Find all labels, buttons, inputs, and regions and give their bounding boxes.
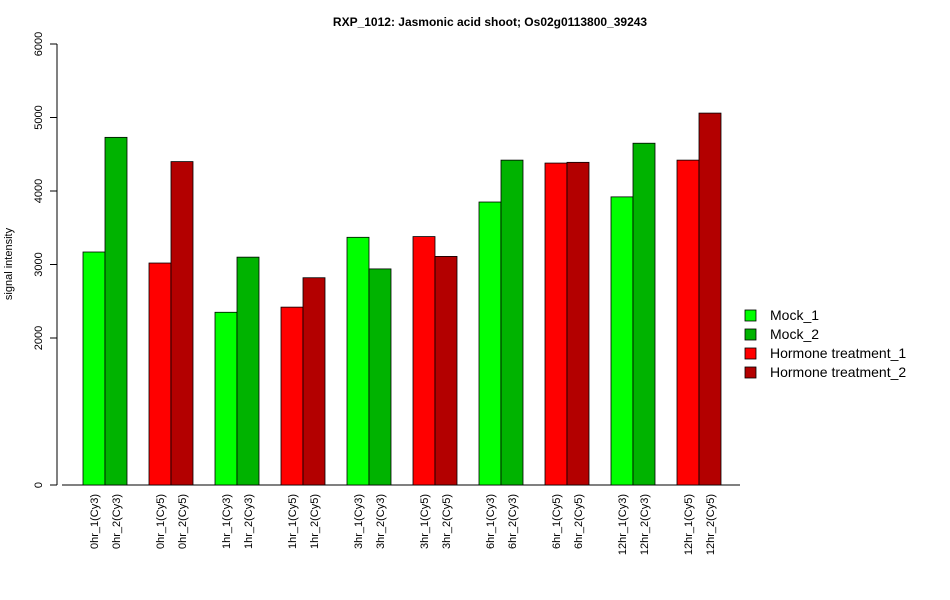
x-tick-label: 1hr_1(Cy3) <box>221 494 233 549</box>
x-tick-label: 6hr_1(Cy3) <box>485 494 497 549</box>
bar <box>148 262 172 486</box>
x-tick-label: 1hr_2(Cy3) <box>243 494 255 549</box>
y-tick-label: 2000 <box>33 326 45 350</box>
x-tick-label: 12hr_1(Cy3) <box>617 494 629 555</box>
legend-label: Mock_1 <box>770 307 819 323</box>
bar <box>478 201 502 486</box>
legend: Mock_1 Mock_2 Hormone treatment_1 Hormone t… <box>744 307 906 380</box>
bar <box>302 277 326 486</box>
legend-swatch <box>744 347 757 360</box>
y-tick-label: 3000 <box>33 252 45 276</box>
bar <box>544 162 568 486</box>
bar <box>104 136 128 486</box>
legend-label: Hormone treatment_1 <box>770 345 906 361</box>
y-tick-label: 4000 <box>33 179 45 203</box>
bar <box>412 236 436 486</box>
y-tick-label: 5000 <box>33 105 45 129</box>
bar <box>566 161 590 486</box>
x-tick-label: 0hr_1(Cy5) <box>155 494 167 549</box>
x-tick-label: 6hr_2(Cy3) <box>507 494 519 549</box>
x-tick-label: 3hr_1(Cy3) <box>353 494 365 549</box>
x-tick-label: 12hr_1(Cy5) <box>683 494 695 555</box>
y-tick-label: 0 <box>33 482 45 488</box>
legend-swatch <box>744 309 757 322</box>
y-axis: 0 2000 3000 4000 5000 6000 <box>33 32 58 488</box>
bar <box>170 161 194 486</box>
x-tick-label: 0hr_1(Cy3) <box>89 494 101 549</box>
x-tick-label: 12hr_2(Cy5) <box>705 494 717 555</box>
legend-swatch <box>744 328 757 341</box>
bar <box>346 236 370 486</box>
legend-swatch <box>744 366 757 379</box>
legend-label: Mock_2 <box>770 326 819 342</box>
bar <box>698 112 722 486</box>
bar <box>610 196 634 486</box>
bars-group <box>82 112 722 486</box>
y-axis-label: signal intensity <box>3 227 15 300</box>
x-tick-label: 12hr_2(Cy3) <box>639 494 651 555</box>
x-tick-label: 3hr_1(Cy5) <box>419 494 431 549</box>
x-tick-label: 0hr_2(Cy3) <box>111 494 123 549</box>
x-tick-label: 3hr_2(Cy5) <box>441 494 453 549</box>
legend-label: Hormone treatment_2 <box>770 364 906 380</box>
chart-title: RXP_1012: Jasmonic acid shoot; Os02g0113… <box>333 15 648 29</box>
x-tick-label: 6hr_2(Cy5) <box>573 494 585 549</box>
bar <box>676 159 700 486</box>
x-tick-label: 1hr_2(Cy5) <box>309 494 321 549</box>
x-tick-label: 0hr_2(Cy5) <box>177 494 189 549</box>
bar <box>214 311 238 486</box>
y-tick-label: 6000 <box>33 32 45 56</box>
bar <box>500 159 524 486</box>
bar <box>280 306 304 486</box>
bar <box>632 142 656 486</box>
x-tick-labels: 0hr_1(Cy3) 0hr_2(Cy3) 0hr_1(Cy5) 0hr_2(Cy5)… <box>89 494 717 555</box>
bar <box>434 256 458 486</box>
bar <box>368 268 392 486</box>
bar <box>82 251 106 486</box>
x-tick-label: 3hr_2(Cy3) <box>375 494 387 549</box>
x-tick-label: 1hr_1(Cy5) <box>287 494 299 549</box>
x-tick-label: 6hr_1(Cy5) <box>551 494 563 549</box>
bar <box>236 256 260 486</box>
